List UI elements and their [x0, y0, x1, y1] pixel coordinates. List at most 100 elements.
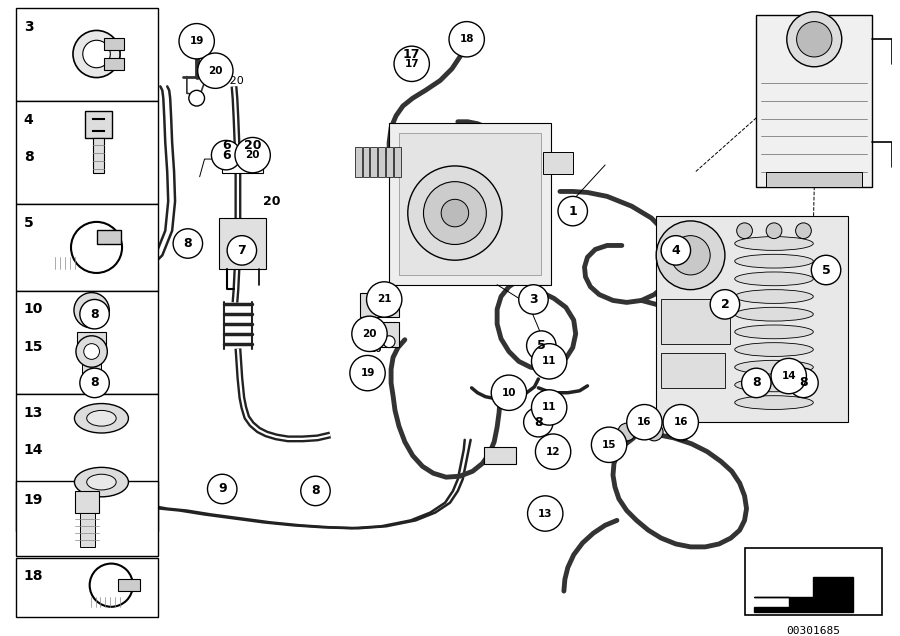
Text: 16: 16: [673, 417, 688, 427]
Text: 8: 8: [90, 308, 99, 321]
Circle shape: [662, 236, 690, 265]
Bar: [122, 263, 158, 291]
Circle shape: [670, 236, 710, 275]
Text: 13: 13: [538, 509, 553, 518]
Circle shape: [227, 236, 256, 265]
Circle shape: [527, 496, 562, 531]
Bar: [96, 230, 122, 244]
Circle shape: [710, 289, 740, 319]
Ellipse shape: [75, 467, 129, 497]
Bar: [80, 513, 94, 547]
Circle shape: [352, 316, 387, 352]
Bar: [16, 8, 158, 101]
Circle shape: [645, 423, 663, 441]
Circle shape: [491, 375, 526, 410]
Circle shape: [618, 423, 635, 441]
Circle shape: [208, 474, 237, 504]
Circle shape: [532, 390, 567, 425]
Text: 1: 1: [569, 205, 577, 218]
Circle shape: [301, 476, 330, 506]
Text: 20: 20: [263, 195, 280, 208]
Text: 8: 8: [799, 377, 808, 389]
Ellipse shape: [734, 307, 814, 321]
Circle shape: [771, 358, 806, 394]
Bar: [756, 15, 872, 186]
Text: 6: 6: [221, 149, 230, 162]
Bar: [399, 132, 541, 275]
Text: 15: 15: [602, 439, 616, 450]
Text: 8: 8: [184, 237, 193, 250]
Circle shape: [536, 434, 571, 469]
Circle shape: [84, 302, 100, 318]
Circle shape: [235, 137, 270, 173]
Text: 20: 20: [370, 345, 382, 354]
Circle shape: [811, 255, 841, 285]
Text: 8: 8: [24, 150, 33, 164]
Bar: [662, 354, 724, 388]
Text: 20: 20: [208, 66, 222, 76]
Text: 19: 19: [190, 36, 204, 46]
Circle shape: [518, 285, 548, 314]
Text: 2: 2: [721, 298, 729, 311]
Text: 13: 13: [24, 406, 43, 420]
Circle shape: [656, 221, 725, 289]
Text: 12: 12: [545, 446, 561, 457]
Text: 8: 8: [534, 416, 543, 429]
Circle shape: [787, 12, 842, 67]
Circle shape: [383, 336, 395, 348]
Circle shape: [449, 22, 484, 57]
Bar: [662, 300, 730, 343]
Text: 20: 20: [362, 329, 377, 339]
Circle shape: [441, 199, 469, 227]
Bar: [363, 148, 370, 177]
Circle shape: [74, 293, 109, 328]
Polygon shape: [754, 607, 852, 612]
Text: 17: 17: [404, 59, 419, 69]
Bar: [118, 579, 140, 591]
Polygon shape: [754, 577, 852, 607]
Circle shape: [737, 223, 752, 238]
Ellipse shape: [86, 410, 116, 426]
Text: 20: 20: [246, 150, 260, 160]
Bar: [16, 394, 158, 531]
Ellipse shape: [734, 237, 814, 251]
Circle shape: [742, 368, 771, 398]
Text: 17: 17: [403, 48, 420, 60]
Text: 20: 20: [244, 139, 261, 152]
Bar: [16, 204, 158, 291]
Circle shape: [179, 24, 214, 59]
Circle shape: [84, 343, 100, 359]
Text: 5: 5: [24, 216, 33, 230]
Bar: [386, 148, 393, 177]
Circle shape: [532, 343, 567, 379]
Text: 9: 9: [218, 483, 227, 495]
Circle shape: [366, 282, 402, 317]
Circle shape: [189, 90, 204, 106]
Text: 21: 21: [377, 294, 392, 305]
Text: 16: 16: [637, 417, 652, 427]
Text: 11: 11: [542, 403, 556, 413]
Text: 10: 10: [24, 302, 43, 317]
Circle shape: [76, 336, 107, 367]
Circle shape: [766, 223, 782, 238]
Circle shape: [788, 368, 818, 398]
Text: 19: 19: [360, 368, 374, 378]
Text: 11: 11: [542, 356, 556, 366]
Text: 5: 5: [822, 263, 831, 277]
Bar: [104, 58, 124, 70]
Circle shape: [796, 22, 832, 57]
Bar: [16, 481, 158, 556]
Ellipse shape: [734, 361, 814, 374]
Bar: [85, 111, 112, 139]
Text: 4: 4: [671, 244, 680, 257]
Text: 14: 14: [781, 371, 797, 381]
Text: 14: 14: [24, 443, 43, 457]
Text: 15: 15: [24, 340, 43, 354]
Text: 5: 5: [537, 339, 545, 352]
Bar: [389, 123, 551, 285]
Text: 7: 7: [238, 244, 247, 257]
Text: 6: 6: [221, 139, 230, 152]
Text: 19: 19: [24, 493, 43, 507]
Ellipse shape: [734, 378, 814, 392]
Bar: [75, 491, 100, 513]
